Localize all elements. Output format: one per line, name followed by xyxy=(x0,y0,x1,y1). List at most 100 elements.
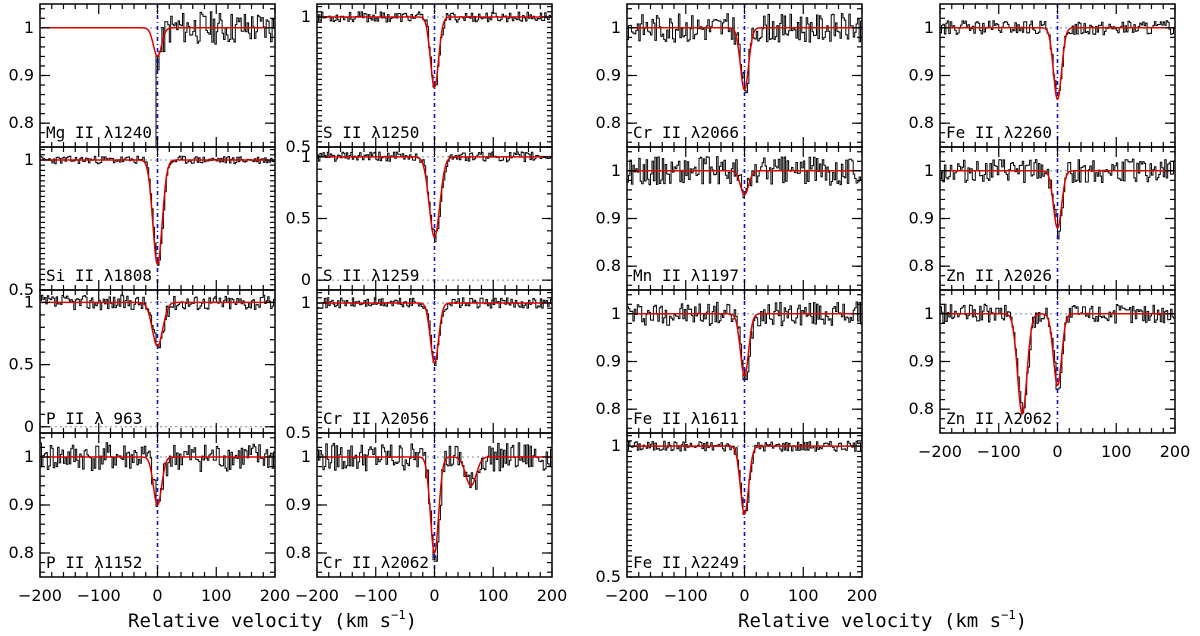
spectrum-data xyxy=(40,442,275,507)
x-axis-title-right: Relative velocity (km s−1) xyxy=(738,608,1027,632)
panel-label: P II λ1152 xyxy=(46,553,142,572)
y-tick-label: 0.5 xyxy=(9,280,34,299)
panel-plot-area xyxy=(317,433,552,577)
x-tick-label: 200 xyxy=(537,586,568,605)
spectrum-data xyxy=(317,151,552,242)
panel-plot-area xyxy=(627,290,862,433)
y-tick-label: 1 xyxy=(301,447,311,466)
panel-label: P II λ 963 xyxy=(46,409,142,428)
x-tick-label: −100 xyxy=(77,586,121,605)
x-tick-label: 0 xyxy=(1052,442,1062,461)
voigt-model xyxy=(40,301,275,347)
panel-p2-1152: 0.8 0.9 1 P II λ1152 xyxy=(9,432,276,578)
x-tick-label: 100 xyxy=(788,586,819,605)
y-tick-label: 0.5 xyxy=(596,567,621,586)
panel-s2-1250: 0.5 1 S II λ1250 xyxy=(286,3,553,156)
voigt-model xyxy=(317,16,552,89)
x-tick-label: −200 xyxy=(918,442,962,461)
panel-plot-area xyxy=(317,4,552,147)
y-tick-label: 0.8 xyxy=(286,543,311,562)
spectrum-data xyxy=(40,155,275,266)
panel-plot-area xyxy=(627,4,862,147)
voigt-model xyxy=(940,170,1175,229)
panel-s2-1259: 0 0.5 1 S II λ1259 xyxy=(286,146,553,291)
y-tick-label: 0 xyxy=(301,270,311,289)
voigt-model xyxy=(317,456,552,555)
panel-label: Cr II λ2062 xyxy=(323,553,429,572)
panel-fe2-1611: 0.8 0.9 1 Fe II λ1611 xyxy=(596,289,863,434)
voigt-model xyxy=(627,27,862,91)
panel-label: Cr II λ2066 xyxy=(633,123,739,142)
panel-plot-area xyxy=(40,290,275,433)
voigt-model xyxy=(627,170,862,196)
y-tick-label: 0.5 xyxy=(286,209,311,228)
y-tick-label: 0.9 xyxy=(909,66,934,85)
panel-label: Zn II λ2026 xyxy=(946,266,1052,285)
panel-plot-area xyxy=(317,290,552,433)
panel-p2-963: 0 0.5 1 P II λ 963 xyxy=(9,289,276,436)
panel-label: S II λ1259 xyxy=(323,266,419,285)
panel-label: S II λ1250 xyxy=(323,123,419,142)
y-tick-label: 1 xyxy=(924,161,934,180)
panel-zn2-2062: 0.8 0.9 1 Zn II λ2062 xyxy=(909,289,1176,434)
y-tick-label: 1 xyxy=(611,436,621,455)
x-tick-label: −100 xyxy=(354,586,398,605)
panel-plot-area xyxy=(40,147,275,290)
panel-label: Fe II λ2260 xyxy=(946,123,1052,142)
y-tick-label: 0.9 xyxy=(909,352,934,371)
y-tick-label: 1 xyxy=(924,18,934,37)
voigt-model xyxy=(627,445,862,516)
panel-plot-area xyxy=(940,290,1175,433)
y-tick-label: 0.5 xyxy=(286,137,311,156)
spectrum-data xyxy=(317,297,552,366)
y-tick-label: 1 xyxy=(24,447,34,466)
voigt-model xyxy=(317,302,552,364)
y-tick-label: 0.9 xyxy=(286,495,311,514)
y-tick-label: 0.8 xyxy=(596,399,621,418)
panel-plot-area xyxy=(40,4,275,147)
y-tick-label: 0 xyxy=(24,417,34,436)
y-tick-label: 0.8 xyxy=(909,113,934,132)
x-tick-label: −100 xyxy=(977,442,1021,461)
y-tick-label: 0.5 xyxy=(286,423,311,442)
panel-plot-area xyxy=(627,433,862,577)
spectrum-data xyxy=(627,13,862,94)
y-tick-label: 1 xyxy=(24,18,34,37)
voigt-model xyxy=(40,27,275,58)
panel-plot-area xyxy=(627,147,862,290)
x-tick-label: 200 xyxy=(847,586,878,605)
panel-plot-area xyxy=(317,147,552,290)
panel-label: Fe II λ1611 xyxy=(633,409,739,428)
voigt-model xyxy=(940,27,1175,101)
y-tick-label: 0.8 xyxy=(909,399,934,418)
panel-fe2-2249: 0.5 1 Fe II λ2249 xyxy=(596,432,863,586)
x-tick-label: 0 xyxy=(429,586,439,605)
x-tick-label: −200 xyxy=(18,586,62,605)
panel-label: Cr II λ2056 xyxy=(323,409,429,428)
x-tick-label: 200 xyxy=(260,586,291,605)
x-tick-label: −200 xyxy=(605,586,649,605)
panel-label: Mn II λ1197 xyxy=(633,266,739,285)
x-tick-label: −200 xyxy=(295,586,339,605)
y-tick-label: 1 xyxy=(611,161,621,180)
voigt-model xyxy=(40,456,275,506)
panel-cr2-2056: 0.5 1 Cr II λ2056 xyxy=(286,289,553,442)
voigt-model xyxy=(940,313,1175,416)
y-tick-label: 1 xyxy=(301,293,311,312)
y-tick-label: 0.9 xyxy=(596,209,621,228)
voigt-model xyxy=(317,156,552,238)
y-tick-label: 0.9 xyxy=(596,66,621,85)
y-tick-label: 0.5 xyxy=(9,355,34,374)
x-tick-label: 100 xyxy=(478,586,509,605)
y-tick-label: 1 xyxy=(611,304,621,323)
y-tick-label: 0.9 xyxy=(909,209,934,228)
panel-label: Mg II λ1240 xyxy=(46,123,152,142)
y-tick-label: 1 xyxy=(301,147,311,166)
panel-plot-area xyxy=(40,433,275,577)
panel-fe2-2260: 0.8 0.9 1 Fe II λ2260 xyxy=(909,3,1176,148)
y-tick-label: 0.8 xyxy=(9,543,34,562)
panel-label: Fe II λ2249 xyxy=(633,553,739,572)
x-tick-label: 200 xyxy=(1160,442,1191,461)
x-tick-labels: −200 −100 0 100 200 −200 −100 0 100 200 −200 −100 0 1… xyxy=(18,442,1190,605)
panel-label: Si II λ1808 xyxy=(46,266,152,285)
